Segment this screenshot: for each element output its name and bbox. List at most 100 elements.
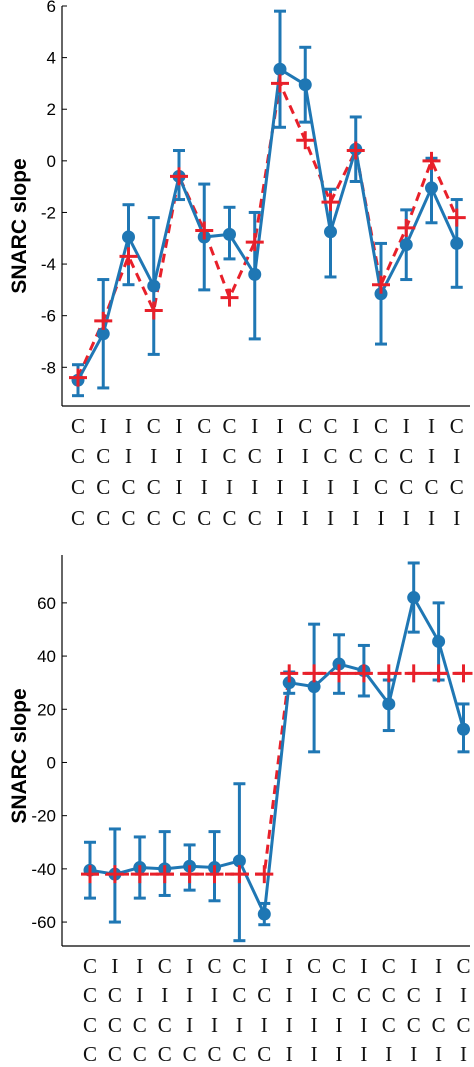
condition-code-label: C <box>248 506 262 530</box>
observed-point <box>248 267 262 281</box>
y-tick-label: -2 <box>41 203 56 222</box>
condition-code-label: C <box>332 954 346 978</box>
condition-code-label: C <box>374 414 388 438</box>
condition-code-label: I <box>327 475 334 499</box>
condition-code-label: C <box>332 983 346 1007</box>
condition-code-label: C <box>450 475 464 499</box>
condition-code-label: I <box>453 444 460 468</box>
condition-code-label: I <box>176 444 183 468</box>
condition-code-label: I <box>236 1013 243 1037</box>
condition-code-label: C <box>298 414 312 438</box>
condition-code-label: I <box>428 444 435 468</box>
condition-code-label: I <box>251 475 258 499</box>
observed-series-line <box>76 66 459 381</box>
condition-code-label: I <box>352 475 359 499</box>
condition-code-label: C <box>172 506 186 530</box>
y-tick-label: 0 <box>47 753 56 772</box>
condition-code-label: I <box>435 1042 442 1066</box>
condition-code-label: C <box>108 1013 122 1037</box>
observed-point <box>324 225 337 239</box>
condition-code-label: I <box>150 444 157 468</box>
condition-code-label: C <box>450 414 464 438</box>
condition-code-label: I <box>261 954 268 978</box>
condition-code-label: I <box>226 475 233 499</box>
condition-code-label: I <box>277 475 284 499</box>
condition-code-label: I <box>111 954 118 978</box>
condition-code-label: C <box>158 954 172 978</box>
condition-code-label: I <box>403 506 410 530</box>
y-tick-label: -20 <box>31 807 56 826</box>
observed-point <box>457 722 470 736</box>
condition-code-label: C <box>147 475 161 499</box>
y-tick-label: 6 <box>47 0 56 16</box>
condition-code-label: I <box>460 1042 467 1066</box>
condition-code-label: C <box>133 1042 147 1066</box>
condition-code-label: C <box>382 1013 396 1037</box>
condition-code-label: I <box>161 983 168 1007</box>
condition-code-label: I <box>277 444 284 468</box>
condition-code-label: C <box>197 414 211 438</box>
condition-code-label: C <box>257 983 271 1007</box>
condition-code-label: I <box>435 954 442 978</box>
condition-code-label: I <box>403 414 410 438</box>
y-tick-label: -60 <box>31 913 56 932</box>
condition-code-label: C <box>121 506 135 530</box>
condition-code-label: C <box>382 983 396 1007</box>
condition-code-label: I <box>176 475 183 499</box>
condition-code-label: I <box>125 444 132 468</box>
condition-code-label: I <box>286 954 293 978</box>
condition-code-label: I <box>311 1013 318 1037</box>
observed-point <box>307 680 321 694</box>
condition-code-label: I <box>251 414 258 438</box>
observed-point <box>257 907 271 921</box>
condition-code-label: I <box>453 506 460 530</box>
y-tick-label: 4 <box>47 49 56 68</box>
observed-point <box>382 697 396 711</box>
condition-code-label: I <box>336 1042 343 1066</box>
condition-code-label: C <box>207 1042 221 1066</box>
y-axis-label: SNARC slope <box>8 158 31 293</box>
condition-code-label: C <box>197 506 211 530</box>
condition-code-label: I <box>136 983 143 1007</box>
condition-code-label: C <box>222 414 236 438</box>
y-axis-label: SNARC slope <box>8 688 31 823</box>
condition-code-label: C <box>374 475 388 499</box>
condition-code-label: C <box>232 983 246 1007</box>
condition-code-label: C <box>121 475 135 499</box>
model-series-line <box>90 671 464 876</box>
observed-point <box>298 78 312 92</box>
condition-code-label: C <box>456 1013 470 1037</box>
condition-code-label: C <box>307 954 321 978</box>
observed-point <box>399 238 413 252</box>
condition-code-label: I <box>311 983 318 1007</box>
condition-code-label: I <box>302 506 309 530</box>
condition-code-label: C <box>248 444 262 468</box>
condition-code-label: I <box>410 954 417 978</box>
condition-code-label: C <box>183 1042 197 1066</box>
condition-code-label: C <box>83 983 97 1007</box>
condition-code-label: C <box>323 444 337 468</box>
condition-code-label: C <box>432 1013 446 1037</box>
condition-code-label: I <box>352 414 359 438</box>
condition-code-label: I <box>378 506 385 530</box>
condition-code-label: C <box>323 414 337 438</box>
condition-code-label: I <box>100 414 107 438</box>
condition-code-label: C <box>158 1042 172 1066</box>
condition-code-label: I <box>311 1042 318 1066</box>
condition-code-label: I <box>211 983 218 1007</box>
condition-code-label: C <box>222 444 236 468</box>
condition-code-label: C <box>399 444 413 468</box>
condition-code-label: C <box>71 506 85 530</box>
condition-code-label: I <box>201 475 208 499</box>
condition-code-label: I <box>286 983 293 1007</box>
y-tick-label: 60 <box>37 594 56 613</box>
condition-code-label: I <box>302 444 309 468</box>
condition-code-label: I <box>211 1013 218 1037</box>
condition-code-label: I <box>176 414 183 438</box>
observed-point <box>407 591 421 605</box>
condition-code-label: C <box>108 983 122 1007</box>
condition-code-label: C <box>83 954 97 978</box>
observed-point <box>450 236 464 250</box>
